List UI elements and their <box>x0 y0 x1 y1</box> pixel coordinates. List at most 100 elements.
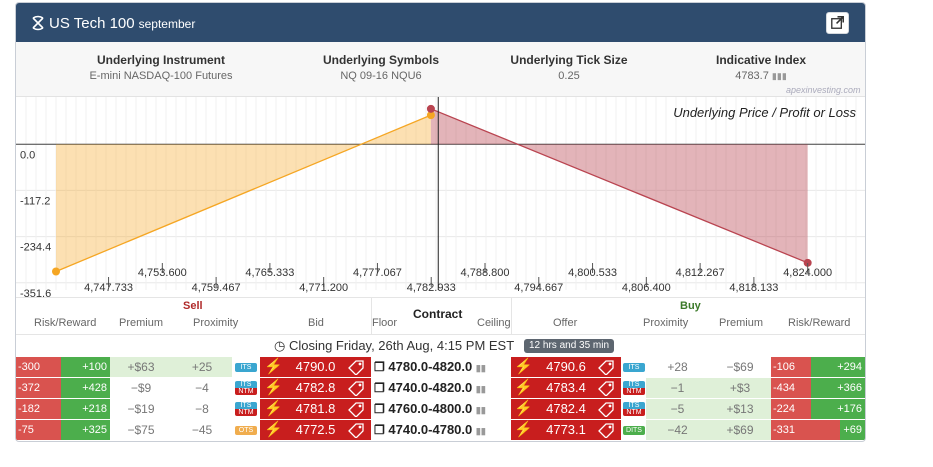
bid-button[interactable]: ⚡ 4790.0 <box>260 357 371 377</box>
x-tick-label: 4,759.467 <box>192 282 241 294</box>
offer-button[interactable]: ⚡ 4782.4 <box>511 399 621 419</box>
sell-tag: ITS NTM <box>235 402 257 416</box>
buy-tag: ITS NTM <box>623 381 645 395</box>
profit-loss-chart[interactable]: 0.0 -117.2 -234.4 -351.6 4,753.600 4,765.333 4… <box>16 97 865 297</box>
sell-heading: Sell <box>183 300 203 312</box>
contract-cell[interactable]: ❐ 4760.0-4800.0 ▮▮ <box>374 401 486 416</box>
sell-risk: -300 <box>16 357 61 377</box>
series-point <box>803 258 812 267</box>
col-buy-proximity[interactable]: Proximity <box>643 317 689 329</box>
time-remaining-badge: 12 hrs and 35 min <box>524 339 615 353</box>
table-row[interactable]: -372 +428 −$9 −4 ITS NTM ⚡ 4782.8 ❐ 4740… <box>16 378 865 398</box>
table-row[interactable]: -75 +325 −$75 −45 OTS ⚡ 4772.5 ❐ 4740.0-… <box>16 420 865 440</box>
underlying-info: Underlying Instrument E-mini NASDAQ-100 F… <box>16 42 865 97</box>
col-sell-risk-reward[interactable]: Risk/Reward <box>34 317 97 329</box>
col-buy-risk-reward[interactable]: Risk/Reward <box>788 317 851 329</box>
external-link-icon <box>831 16 844 29</box>
buy-tag: ITS <box>623 363 645 372</box>
x-tick-label: 4,794.667 <box>514 282 563 294</box>
x-tick-label: 4,812.267 <box>676 267 725 279</box>
sell-risk: -75 <box>16 420 61 440</box>
bid-button[interactable]: ⚡ 4782.8 <box>260 378 371 398</box>
watermark: apexinvesting.com <box>786 85 861 95</box>
x-tick-label: 4,753.600 <box>138 267 187 279</box>
x-tick-label: 4,747.733 <box>84 282 133 294</box>
buy-reward: +366 <box>811 378 865 398</box>
table-row[interactable]: -300 +100 +$63 +25 ITS ⚡ 4790.0 ❐ 4780.0… <box>16 357 865 377</box>
x-tick-label: 4,806.400 <box>622 282 671 294</box>
x-tick-label: 4,824.000 <box>783 267 832 279</box>
price-tag-icon <box>598 381 614 396</box>
sell-premium: −$19 <box>127 402 155 416</box>
sell-risk: -372 <box>16 378 61 398</box>
sell-premium: +$63 <box>110 357 172 377</box>
sell-premium: −$9 <box>130 381 152 395</box>
offer-button[interactable]: ⚡ 4773.1 <box>511 420 621 440</box>
contract-heading: Contract <box>413 307 463 321</box>
col-sell-proximity[interactable]: Proximity <box>193 317 239 329</box>
bar-chart-icon[interactable]: ▮▮ <box>475 363 486 373</box>
panel-header: US Tech 100 september <box>16 3 865 42</box>
bar-chart-icon[interactable]: ▮▮▮ <box>771 71 787 81</box>
bid-button[interactable]: ⚡ 4781.8 <box>260 399 371 419</box>
buy-reward: +69 <box>840 420 865 440</box>
copy-icon[interactable]: ❐ <box>374 360 385 374</box>
bid-button[interactable]: ⚡ 4772.5 <box>260 420 371 440</box>
col-sell-premium[interactable]: Premium <box>119 317 164 329</box>
buy-proximity: +28 <box>667 360 688 374</box>
series-point <box>426 111 435 120</box>
buy-premium: +$69 <box>709 420 771 440</box>
lightning-icon: ⚡ <box>264 358 283 375</box>
page-subtitle: september <box>138 17 196 31</box>
buy-heading: Buy <box>680 300 701 312</box>
sell-premium: −$75 <box>127 423 155 437</box>
bar-chart-icon[interactable]: ▮▮ <box>475 384 486 394</box>
chart-labels: 0.0 -117.2 -234.4 -351.6 4,753.600 4,765.333 4… <box>20 105 856 297</box>
buy-proximity: −5 <box>646 399 709 419</box>
offer-button[interactable]: ⚡ 4790.6 <box>511 357 621 377</box>
lightning-icon: ⚡ <box>264 421 283 438</box>
col-buy-premium[interactable]: Premium <box>719 317 764 329</box>
series-line <box>55 114 432 273</box>
table-row[interactable]: -182 +218 −$19 −8 ITS NTM ⚡ 4781.8 ❐ 476… <box>16 399 865 419</box>
sell-reward: +218 <box>61 399 110 419</box>
chart-title: Underlying Price / Profit or Loss <box>673 105 856 120</box>
buy-risk: -434 <box>771 378 811 398</box>
closing-text: ◷ Closing Friday, 26th Aug, 4:15 PM EST <box>274 338 515 353</box>
x-tick-label: 4,771.200 <box>299 282 348 294</box>
info-symbols: Underlying Symbols NQ 09-16 NQU6 <box>322 53 440 82</box>
buy-proximity: −1 <box>646 378 709 398</box>
buy-premium: −$69 <box>726 360 754 374</box>
contract-cell[interactable]: ❐ 4780.0-4820.0 ▮▮ <box>374 359 486 374</box>
col-offer[interactable]: Offer <box>553 317 578 329</box>
copy-icon[interactable]: ❐ <box>374 381 385 395</box>
sell-tag: OTS <box>235 426 257 435</box>
copy-icon[interactable]: ❐ <box>374 423 385 437</box>
option-panel: US Tech 100 september Underlying Instrume… <box>15 2 866 442</box>
buy-reward: +176 <box>811 399 865 419</box>
col-floor[interactable]: Floor <box>372 317 398 329</box>
sell-reward: +325 <box>61 420 110 440</box>
col-bid[interactable]: Bid <box>308 317 324 329</box>
buy-reward: +294 <box>811 357 865 377</box>
offer-button[interactable]: ⚡ 4783.4 <box>511 378 621 398</box>
x-tick-label: 4,777.067 <box>353 267 402 279</box>
series-line <box>430 108 808 264</box>
clock-icon: ◷ <box>274 338 286 353</box>
contract-cell[interactable]: ❐ 4740.0-4780.0 ▮▮ <box>374 422 486 437</box>
bar-chart-icon[interactable]: ▮▮ <box>475 426 486 436</box>
bar-chart-icon[interactable]: ▮▮ <box>475 405 486 415</box>
price-tag-icon <box>348 423 364 438</box>
copy-icon[interactable]: ❐ <box>374 402 385 416</box>
col-ceiling[interactable]: Ceiling <box>477 317 511 329</box>
chart-grid <box>16 97 865 290</box>
sell-proximity: −4 <box>195 381 209 395</box>
price-tag-icon <box>348 360 364 375</box>
lightning-icon: ⚡ <box>514 421 533 438</box>
external-link-button[interactable] <box>826 12 849 34</box>
contract-cell[interactable]: ❐ 4740.0-4820.0 ▮▮ <box>374 380 486 395</box>
sell-risk: -182 <box>16 399 61 419</box>
sell-reward: +100 <box>61 357 110 377</box>
price-tag-icon <box>348 402 364 417</box>
price-tag-icon <box>598 423 614 438</box>
